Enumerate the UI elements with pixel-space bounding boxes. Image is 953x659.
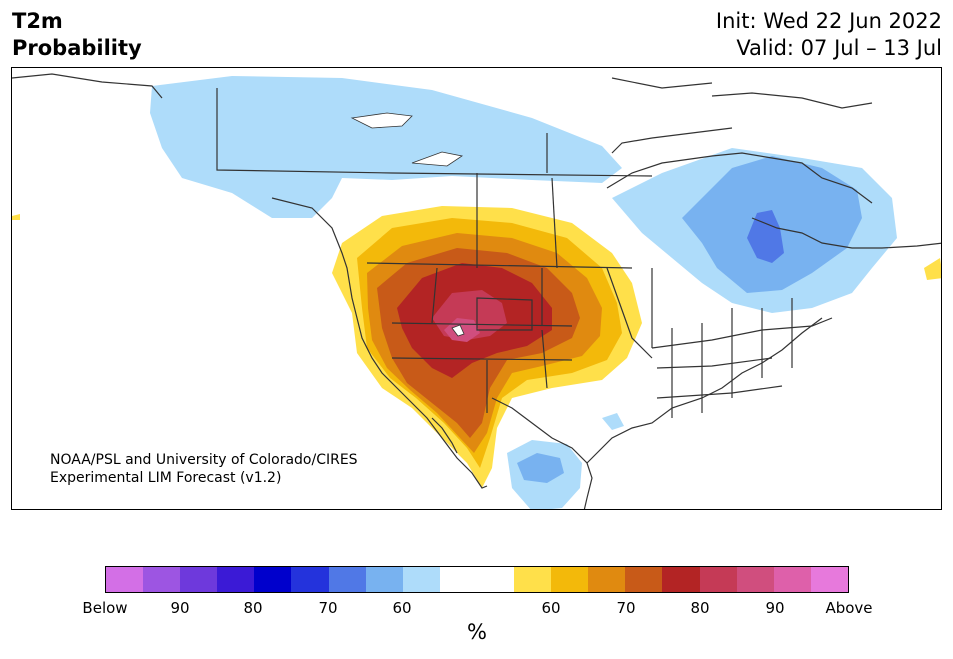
colorbar-segment [291,567,329,592]
colorbar-segment [217,567,255,592]
colorbar-segment [365,567,403,592]
colorbar-segment [662,567,700,592]
small-warm-patch [924,258,941,280]
colorbar-tick-below-70: 70 [318,599,338,617]
colorbar-tick-above-80: 80 [690,599,710,617]
title-line-2: Probability [12,36,142,60]
lakes [350,112,465,337]
colorbar-segment [106,567,144,592]
colorbar-segment [810,567,848,592]
colorbar-segment [699,567,737,592]
colorbar-segment [402,567,440,592]
map-graphic [12,73,941,509]
colorbar-segment [625,567,663,592]
colorbar-segment [476,567,515,592]
init-date: Init: Wed 22 Jun 2022 [715,9,942,33]
colorbar [105,566,849,593]
colorbar-segment [328,567,366,592]
colorbar-tick-above-70: 70 [616,599,636,617]
below-normal-dark-region [747,210,784,263]
colorbar-segment [143,567,181,592]
colorbar-segment [180,567,218,592]
colorbar-tick-below-80: 80 [243,599,263,617]
valid-date: Valid: 07 Jul – 13 Jul [736,36,942,60]
colorbar-segment [773,567,811,592]
title-line-1: T2m [12,9,63,33]
colorbar-tick-above-90: 90 [765,599,785,617]
data-credit: NOAA/PSL and University of Colorado/CIRE… [50,451,358,487]
colorbar-segment [551,567,589,592]
colorbar-tick-above: Above [825,599,873,617]
credit-line-2: Experimental LIM Forecast (v1.2) [50,470,282,486]
colorbar-tick-below: Below [82,599,128,617]
colorbar-segment [514,567,552,592]
colorbar-tick-above-60: 60 [541,599,561,617]
credit-line-1: NOAA/PSL and University of Colorado/CIRE… [50,452,358,468]
map-title: T2m Probability [12,8,142,62]
boundaries [12,73,941,509]
colorbar-segment [736,567,774,592]
colorbar-segment [588,567,626,592]
forecast-dates: Init: Wed 22 Jun 2022 Valid: 07 Jul – 13… [716,8,942,62]
probability-map: NOAA/PSL and University of Colorado/CIRE… [11,67,942,510]
colorbar-tick-below-90: 90 [170,599,190,617]
small-warm-patch-west [12,214,20,220]
colorbar-segment [254,567,292,592]
colorbar-unit: % [467,620,487,644]
colorbar-segment [439,567,477,592]
colorbar-tick-below-60: 60 [392,599,412,617]
